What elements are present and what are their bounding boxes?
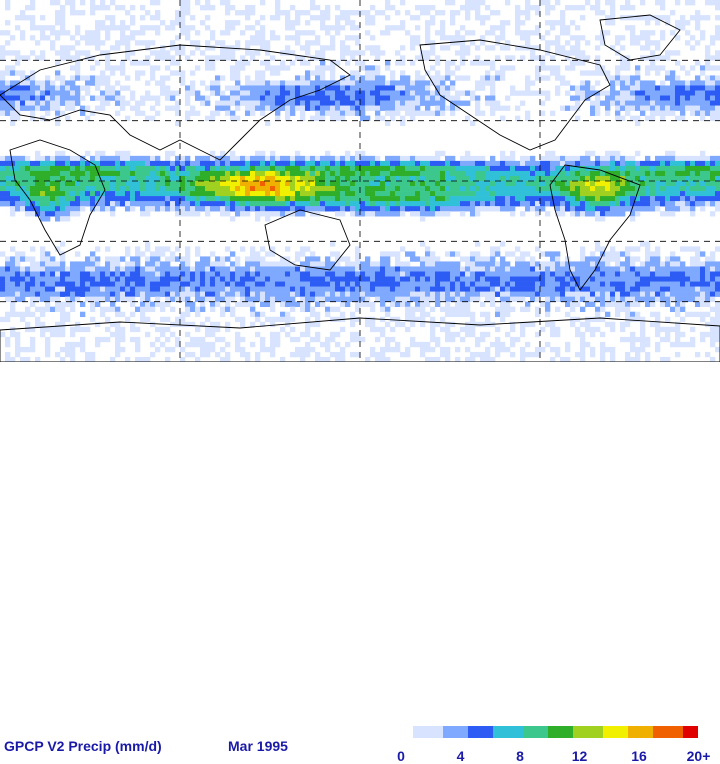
colorbar-tick-label: 12	[572, 748, 588, 764]
colorbar-tick-label: 20+	[687, 748, 711, 764]
colorbar-tick-label: 16	[631, 748, 647, 764]
colorbar-tick-label: 4	[457, 748, 465, 764]
colorbar-tick-label: 0	[397, 748, 405, 764]
map-date: Mar 1995	[228, 738, 288, 754]
colorbar	[398, 726, 698, 738]
colorbar-tick-label: 8	[516, 748, 524, 764]
map-title: GPCP V2 Precip (mm/d)	[4, 738, 162, 754]
precipitation-map	[0, 0, 720, 362]
